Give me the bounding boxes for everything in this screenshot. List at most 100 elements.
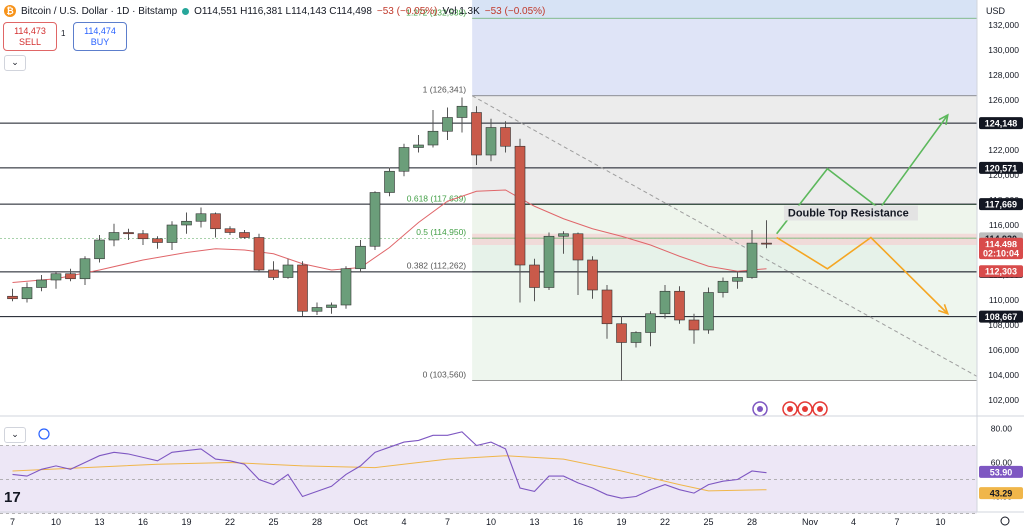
current-price-label: 114,498 [985,239,1017,249]
fib-level-label: 0 (103,560) [423,370,467,380]
current-price-label-bg [979,237,1023,250]
fib-level-label: 0.5 (114,950) [416,227,466,237]
candle-up [181,220,192,226]
buy-button[interactable]: 114,474 BUY [73,22,127,51]
time-tick-label: 10 [935,517,945,527]
candle-down [297,264,308,312]
fib-level-label: 1.272 (132,538) [406,7,466,17]
price-tick-label: 130,000 [988,45,1019,55]
candle-down [616,323,627,343]
time-tick-label: 10 [486,517,496,527]
sell-button[interactable]: 114,473 SELL [3,22,57,51]
candle-up [659,290,671,315]
current-price-label: 02:10:04 [983,249,1019,259]
rsi-ma-line [12,455,767,492]
fib-level-label: 0.618 (117,639) [407,194,467,204]
candle-up [21,287,33,300]
level-price-label-bg [979,310,1023,323]
chevron-down-icon: ⌄ [11,430,19,440]
candle-down [688,319,700,331]
candle-up [311,307,323,312]
annotation-text: Double Top Resistance [788,208,909,220]
resistance-zone [472,233,977,245]
candle-up [340,268,352,306]
fib-zone-1 [472,95,977,205]
candle-down [224,228,236,233]
price-tick-label: 126,000 [988,95,1019,105]
candle-down [529,264,540,288]
collapse-legend-button[interactable]: ⌄ [4,55,26,71]
price-tick-label: 106,000 [988,345,1019,355]
bullish-projection [776,114,949,235]
time-tick-label: Nov [802,517,819,527]
candle-down [471,112,482,156]
price-tick-label: 108,000 [988,320,1019,330]
candle-down [587,259,598,291]
annotation-box [783,205,918,221]
candle-down [123,232,134,235]
candle-up [413,144,424,148]
time-tick-label: 10 [51,517,61,527]
time-tick-label: 7 [894,517,899,527]
time-tick-label: 4 [401,517,406,527]
level-price-label: 117,669 [985,200,1017,210]
candle-up [645,313,656,333]
event-icon-dot [787,406,793,412]
candle-down [210,213,221,230]
bearish-projection-arrowhead [938,304,950,316]
event-icon-dot [757,406,763,412]
moving-average-line [12,189,767,283]
current-price-label-bg [979,247,1023,260]
market-status-icon [182,7,190,15]
level-price-label-bg [979,117,1023,130]
candle-up [703,292,714,331]
chevron-down-icon: ⌄ [11,58,19,68]
time-tick-label: Oct [353,517,368,527]
tradingview-logo-icon: 17 [4,489,21,506]
collapse-rsi-button[interactable]: ⌄ [4,427,26,443]
fib-zone-1272 [472,18,977,96]
buy-label: BUY [90,36,110,47]
ohlc-values: O114,551 H116,381 L114,143 C114,498 [194,5,372,17]
rsi-tick-label: 80.00 [991,424,1013,434]
sell-label: SELL [18,36,42,47]
price-tick-label: 110,000 [989,295,1019,305]
candle-down [239,232,250,238]
bullish-projection-arrowhead [938,113,949,125]
time-tick-label: 28 [312,517,322,527]
trendline [471,95,977,377]
candle-down [7,295,18,300]
candle-down [268,269,279,278]
sell-price: 114,473 [14,25,46,36]
spread-value: 1 [61,29,66,38]
fib-zone-top [472,0,977,19]
candle-up [630,332,642,343]
time-tick-label: 25 [268,517,278,527]
time-tick-label: 19 [181,517,191,527]
candle-up [746,242,758,278]
candle-up [282,264,294,278]
candle-up [195,213,207,222]
fib-level-label: 0.382 (112,262) [407,261,467,271]
candle-up [94,239,105,260]
level-price-label-bg [979,198,1023,211]
candle-up [369,192,381,247]
symbol-title[interactable]: Bitcoin / U.S. Dollar · 1D · Bitstamp [21,5,178,17]
buy-price: 114,474 [84,25,116,36]
chart-header: ₿ Bitcoin / U.S. Dollar · 1D · Bitstamp … [4,3,545,19]
price-tick-label: 128,000 [988,70,1019,80]
level-price-label: 124,148 [985,119,1018,129]
rsi-ma-value-label: 43.29 [990,489,1013,499]
volume-change: −53 (−0.05%) [484,5,546,17]
settings-icon [1000,516,1010,526]
candle-down [152,238,163,243]
candle-down [601,289,613,325]
candle-up [166,224,178,243]
candle-up [398,147,410,172]
candle-up [442,117,453,132]
candle-up [326,304,337,308]
candle-down [500,127,511,147]
time-tick-label: 16 [138,517,148,527]
candle-up [50,273,62,281]
